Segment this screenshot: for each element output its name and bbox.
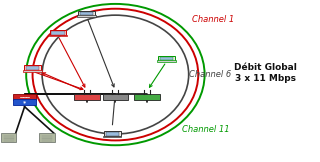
FancyBboxPatch shape: [24, 65, 41, 71]
FancyBboxPatch shape: [50, 30, 66, 35]
FancyBboxPatch shape: [103, 136, 122, 137]
Text: *: *: [23, 100, 26, 105]
FancyBboxPatch shape: [74, 94, 100, 100]
FancyBboxPatch shape: [52, 31, 65, 35]
FancyBboxPatch shape: [23, 70, 42, 72]
FancyBboxPatch shape: [39, 133, 54, 142]
FancyBboxPatch shape: [157, 60, 176, 62]
FancyBboxPatch shape: [49, 35, 67, 36]
Text: Débit Global
3 x 11 Mbps: Débit Global 3 x 11 Mbps: [234, 63, 297, 83]
FancyBboxPatch shape: [1, 133, 16, 142]
Text: Channel 6: Channel 6: [189, 70, 231, 79]
FancyBboxPatch shape: [13, 94, 36, 100]
FancyBboxPatch shape: [78, 11, 95, 16]
Text: Channel 11: Channel 11: [182, 125, 230, 134]
FancyBboxPatch shape: [106, 132, 119, 136]
FancyBboxPatch shape: [104, 131, 121, 136]
FancyBboxPatch shape: [134, 94, 160, 100]
FancyBboxPatch shape: [26, 66, 39, 70]
FancyBboxPatch shape: [80, 12, 93, 15]
FancyBboxPatch shape: [158, 56, 175, 61]
FancyBboxPatch shape: [77, 15, 96, 17]
FancyBboxPatch shape: [13, 99, 36, 105]
FancyBboxPatch shape: [102, 94, 128, 100]
Text: Channel 1: Channel 1: [192, 15, 234, 24]
FancyBboxPatch shape: [160, 57, 173, 60]
